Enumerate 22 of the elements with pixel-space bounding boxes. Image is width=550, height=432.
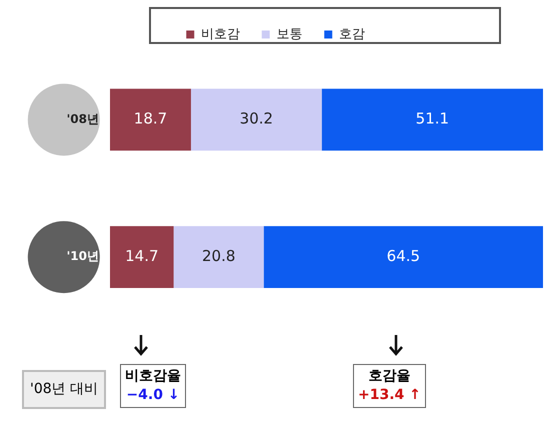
legend-label: 호감 [338, 26, 365, 42]
text: +13.4 ↑ [358, 386, 421, 405]
bar [110, 226, 174, 288]
bar [110, 88, 191, 151]
data-label: 18.7 [134, 110, 168, 128]
y-tick-label: '10년 [66, 249, 99, 264]
data-label: 51.1 [416, 110, 450, 128]
bar [322, 88, 543, 151]
bar [174, 226, 264, 288]
data-label: 64.5 [386, 246, 420, 265]
bar [190, 88, 322, 151]
data-label: 14.7 [125, 246, 159, 265]
data-label: 20.8 [202, 246, 236, 265]
legend-label: 보통 [276, 26, 302, 42]
text: −4.0 ↓ [125, 386, 181, 405]
data-label: 30.2 [240, 110, 274, 128]
text: 비호감율 [125, 367, 181, 386]
text: 호감율 [367, 367, 412, 386]
text: '08년 대비 [22, 370, 106, 409]
bar [264, 226, 543, 288]
y-tick-label: '08년 [66, 112, 99, 126]
legend-label: 비호감 [200, 26, 240, 42]
